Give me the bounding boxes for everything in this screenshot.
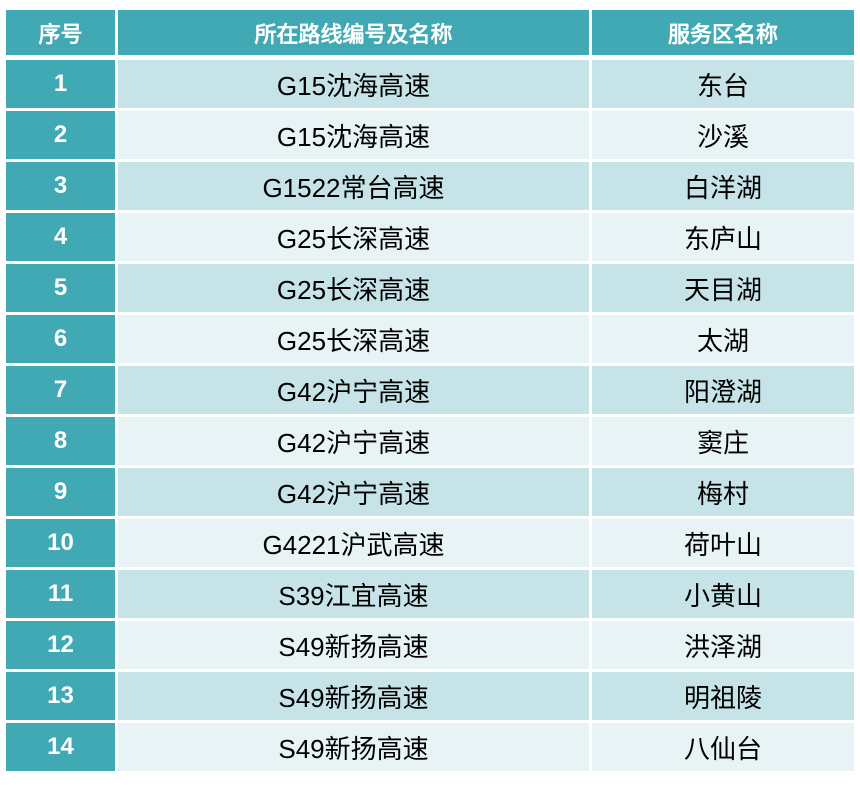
table-row: 13 S49新扬高速 明祖陵 [6, 672, 854, 720]
row-index-cell: 8 [6, 417, 115, 465]
table-row: 8 G42沪宁高速 窦庄 [6, 417, 854, 465]
service-area-cell: 洪泽湖 [592, 621, 854, 669]
table-row: 5 G25长深高速 天目湖 [6, 264, 854, 312]
service-area-cell: 天目湖 [592, 264, 854, 312]
route-cell: G25长深高速 [118, 264, 589, 312]
service-area-cell: 沙溪 [592, 111, 854, 159]
route-cell: G25长深高速 [118, 213, 589, 261]
service-area-cell: 太湖 [592, 315, 854, 363]
row-index-cell: 12 [6, 621, 115, 669]
service-area-cell: 小黄山 [592, 570, 854, 618]
route-cell: G1522常台高速 [118, 162, 589, 210]
table-header: 序号 所在路线编号及名称 服务区名称 [6, 10, 854, 57]
table-row: 1 G15沈海高速 东台 [6, 60, 854, 108]
row-index-cell: 14 [6, 723, 115, 771]
service-area-cell: 荷叶山 [592, 519, 854, 567]
row-index-cell: 10 [6, 519, 115, 567]
table-row: 14 S49新扬高速 八仙台 [6, 723, 854, 771]
table-row: 7 G42沪宁高速 阳澄湖 [6, 366, 854, 414]
table-row: 9 G42沪宁高速 梅村 [6, 468, 854, 516]
table-row: 10 G4221沪武高速 荷叶山 [6, 519, 854, 567]
route-cell: S49新扬高速 [118, 672, 589, 720]
service-area-cell: 东台 [592, 60, 854, 108]
row-index-cell: 3 [6, 162, 115, 210]
table-row: 12 S49新扬高速 洪泽湖 [6, 621, 854, 669]
table-row: 6 G25长深高速 太湖 [6, 315, 854, 363]
row-index-cell: 5 [6, 264, 115, 312]
route-cell: S49新扬高速 [118, 621, 589, 669]
route-cell: G15沈海高速 [118, 60, 589, 108]
table-row: 2 G15沈海高速 沙溪 [6, 111, 854, 159]
service-area-table: 序号 所在路线编号及名称 服务区名称 1 G15沈海高速 东台 2 G15沈海高速 沙溪 3… [3, 7, 857, 774]
route-cell: S39江宜高速 [118, 570, 589, 618]
table-body: 1 G15沈海高速 东台 2 G15沈海高速 沙溪 3 G1522常台高速 白洋湖 4 G25长深高… [6, 60, 854, 771]
header-cell-index: 序号 [6, 10, 115, 57]
row-index-cell: 4 [6, 213, 115, 261]
route-cell: G42沪宁高速 [118, 366, 589, 414]
row-index-cell: 7 [6, 366, 115, 414]
service-area-cell: 东庐山 [592, 213, 854, 261]
route-cell: G42沪宁高速 [118, 417, 589, 465]
route-cell: G4221沪武高速 [118, 519, 589, 567]
route-cell: G15沈海高速 [118, 111, 589, 159]
row-index-cell: 2 [6, 111, 115, 159]
row-index-cell: 9 [6, 468, 115, 516]
table-row: 3 G1522常台高速 白洋湖 [6, 162, 854, 210]
row-index-cell: 13 [6, 672, 115, 720]
route-cell: S49新扬高速 [118, 723, 589, 771]
header-cell-route: 所在路线编号及名称 [118, 10, 589, 57]
service-area-cell: 阳澄湖 [592, 366, 854, 414]
table-row: 11 S39江宜高速 小黄山 [6, 570, 854, 618]
service-area-cell: 明祖陵 [592, 672, 854, 720]
route-cell: G25长深高速 [118, 315, 589, 363]
header-row: 序号 所在路线编号及名称 服务区名称 [6, 10, 854, 57]
service-area-cell: 窦庄 [592, 417, 854, 465]
service-area-cell: 梅村 [592, 468, 854, 516]
row-index-cell: 11 [6, 570, 115, 618]
route-cell: G42沪宁高速 [118, 468, 589, 516]
row-index-cell: 1 [6, 60, 115, 108]
header-cell-service-area: 服务区名称 [592, 10, 854, 57]
service-area-cell: 八仙台 [592, 723, 854, 771]
service-area-cell: 白洋湖 [592, 162, 854, 210]
table-row: 4 G25长深高速 东庐山 [6, 213, 854, 261]
row-index-cell: 6 [6, 315, 115, 363]
